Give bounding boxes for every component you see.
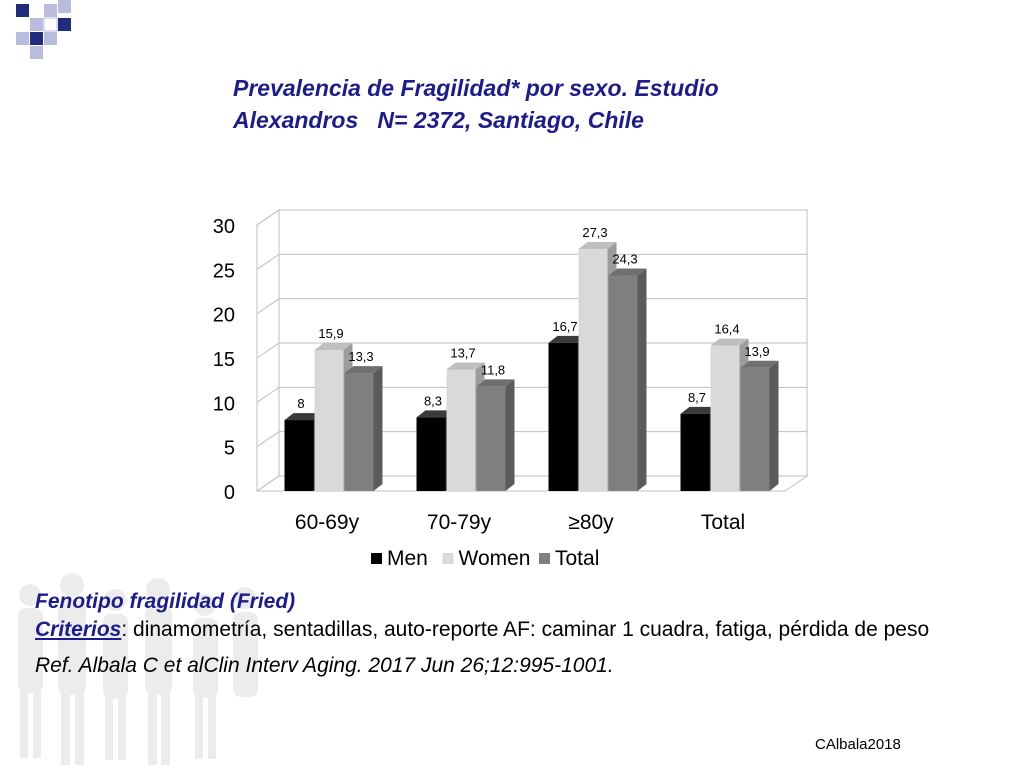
data-label: 16,7 [552,319,577,334]
deco-square-dark [16,4,29,17]
criteria-paragraph: Criterios: dinamometría, sentadillas, au… [35,616,995,644]
y-tick-label: 5 [224,438,235,460]
x-tick-label: 60-69y [295,511,360,534]
deco-square-light [44,4,57,17]
bar-top [548,335,587,343]
legend-swatch [371,553,382,564]
deco-square-outline [43,17,58,32]
data-label: 27,3 [582,225,607,240]
bar-side [769,360,779,491]
y-tick-label: 15 [213,349,235,371]
y-tick-label: 25 [213,260,235,282]
y-tick-label: 30 [213,216,235,238]
bar [578,248,608,491]
bar-top [740,360,779,368]
gridline [256,253,807,270]
bar-top [284,413,323,421]
data-label: 13,9 [744,344,769,359]
data-label: 13,7 [450,346,475,361]
bar [710,345,740,491]
data-label: 13,3 [348,349,373,364]
decorative-squares [16,0,71,59]
bar [608,275,638,491]
deco-square-light [44,32,57,45]
bar-top [314,343,353,351]
data-label: 8,3 [424,393,442,408]
bar-top [578,241,617,249]
deco-square-light [58,0,71,13]
x-tick-label: ≥80y [568,511,614,534]
legend-swatch [539,553,550,564]
bar-side [637,268,647,491]
deco-square-light [16,32,29,45]
bar-chart: 0 5 10 15 20 25 30 8 15,9 13,3 60-69y 8,3 13,7 11,8 70… [213,209,809,570]
data-label: 11,8 [481,362,505,377]
gridline [256,209,807,226]
deco-square-light [30,46,43,59]
bar [344,373,374,491]
criteria-text: : dinamometría, sentadillas, auto-report… [121,618,930,641]
y-tick-label: 20 [213,305,235,327]
bar-top [680,406,719,414]
legend-label: Men [387,547,428,570]
x-tick-label: 70-79y [427,511,492,534]
bar-top [710,338,749,346]
bar [314,350,344,491]
chart-title-line-2: Alexandros N= 2372, Santiago, Chile [233,107,644,133]
bar-top [446,362,485,370]
notes-block: Fenotipo fragilidad (Fried) Criterios: d… [35,588,995,680]
bar [740,367,770,491]
data-label: 24,3 [612,252,637,267]
people-silhouettes-image [18,573,258,765]
bar-side [373,366,383,491]
bar [680,413,710,491]
criteria-label: Criterios [35,618,122,641]
x-tick-label: Total [701,511,745,534]
data-label: 15,9 [318,326,343,341]
bar [446,369,476,491]
bar-top [416,410,455,418]
y-tick-label: 0 [224,482,235,504]
legend-label: Total [555,547,599,570]
y-tick-label: 10 [213,393,235,415]
author-credit: CAlbala2018 [815,736,901,753]
deco-square-dark [30,32,43,45]
reference-text: Ref. Albala C et alClin Interv Aging. 20… [35,654,614,677]
data-label: 8,7 [688,390,706,405]
bar [476,386,506,491]
bar-top [608,268,647,276]
legend-swatch [442,553,454,564]
chart-title-line-1: Prevalencia de Fragilidad* por sexo. Est… [233,75,719,101]
legend-label: Women [459,547,531,570]
chart-title: Prevalencia de Fragilidad* por sexo. Est… [233,72,933,136]
deco-square-dark [58,18,71,31]
deco-square-light [30,18,43,31]
bar [416,417,446,491]
bar-top [476,379,515,387]
bar-top [344,366,383,374]
bar [548,342,578,491]
phenotype-heading: Fenotipo fragilidad (Fried) [35,590,296,613]
data-label: 8 [297,396,304,411]
bar [284,420,314,491]
data-label: 16,4 [714,322,739,337]
bar-side [505,379,515,491]
